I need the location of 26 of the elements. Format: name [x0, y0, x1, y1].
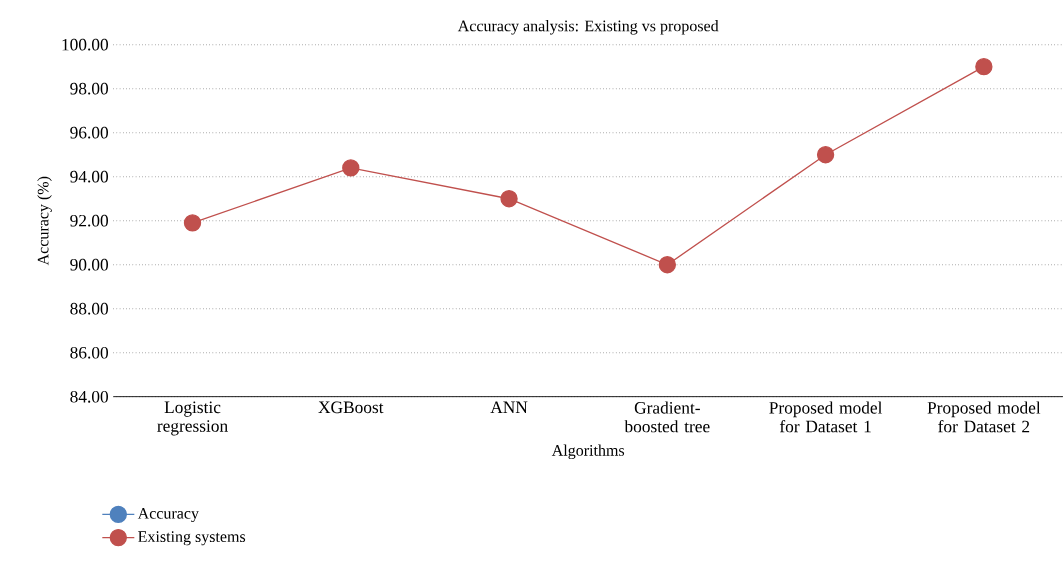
- point: [816, 146, 835, 164]
- point: [975, 58, 993, 76]
- y-tick-label: 84.00: [70, 390, 109, 403]
- legend-label: Accuracy: [137, 508, 199, 523]
- x-tick-label: ANN: [490, 401, 528, 414]
- y-tick-label: 94.00: [70, 170, 109, 183]
- y-tick-label: 90.00: [70, 258, 109, 271]
- point: [658, 256, 676, 274]
- y-tick-label: 92.00: [70, 214, 109, 227]
- x-tick-label: XGBoost: [318, 401, 384, 414]
- x-tick-label: Proposed model for Dataset 2: [927, 401, 1041, 433]
- point: [342, 159, 360, 177]
- x-tick-label: Proposed model for Dataset 1: [769, 401, 883, 433]
- y-tick-label: 86.00: [70, 346, 109, 359]
- x-axis-title: Algorithms: [551, 444, 625, 460]
- chart-title: Accuracy analysis: Existing vs proposed: [457, 20, 719, 35]
- y-tick-label: 88.00: [70, 302, 109, 315]
- legend-label: Existing systems: [138, 531, 246, 546]
- x-tick-label: Logistic regression: [157, 401, 228, 436]
- y-tick-label: 98.00: [70, 82, 109, 95]
- y-tick-label: 100.00: [62, 38, 109, 51]
- point: [183, 214, 202, 232]
- x-tick-label: Gradient-boosted tree: [624, 401, 710, 433]
- point: [500, 190, 518, 208]
- y-axis-title: Accuracy (%): [37, 176, 52, 266]
- y-tick-label: 96.00: [70, 126, 109, 139]
